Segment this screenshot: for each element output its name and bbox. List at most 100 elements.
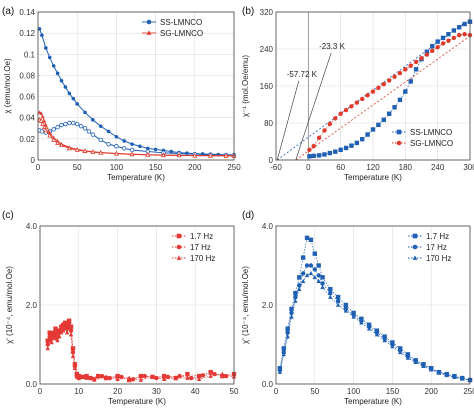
y-tick-label: 0.0 <box>262 380 274 389</box>
x-tick-label: 0 <box>36 163 41 172</box>
legend-marker <box>412 244 418 250</box>
data-point <box>460 376 465 381</box>
data-point <box>127 375 132 380</box>
data-point <box>436 370 442 375</box>
data-point <box>285 334 290 339</box>
data-point <box>44 46 48 50</box>
data-point <box>430 48 435 54</box>
data-point <box>408 63 413 68</box>
x-tick-label: 0 <box>306 163 311 172</box>
data-point <box>429 367 434 372</box>
data-point <box>63 85 68 89</box>
data-point <box>55 71 60 76</box>
data-point <box>289 314 294 319</box>
data-point <box>333 149 338 154</box>
data-point <box>115 376 120 382</box>
data-point <box>153 147 158 152</box>
data-point <box>82 126 88 131</box>
data-point <box>462 32 467 37</box>
data-point <box>304 263 310 268</box>
data-point <box>320 275 325 280</box>
annotation-pointer <box>295 52 332 161</box>
data-point <box>308 263 314 268</box>
data-point <box>67 91 72 96</box>
data-point <box>300 271 306 276</box>
data-point <box>343 107 349 113</box>
y-axis-label: χ⁻¹ (mol.Oe/emu) <box>241 55 250 118</box>
data-point <box>130 142 134 146</box>
panel-label-b: (b) <box>242 6 254 17</box>
data-point <box>451 28 457 33</box>
data-point <box>107 375 113 381</box>
data-point <box>185 375 190 380</box>
data-point <box>322 152 327 157</box>
panel-d: (d) 0 50 100 150 200 250 0.0 2.0 4.0 Temperature (… <box>241 210 474 406</box>
data-point <box>370 127 376 132</box>
data-point <box>80 374 85 380</box>
x-tick-label: 50 <box>230 387 239 396</box>
data-point <box>185 371 190 377</box>
data-point <box>327 121 333 127</box>
data-point <box>88 375 93 381</box>
plot-frame <box>275 225 471 385</box>
plot-frame <box>37 11 235 161</box>
data-point <box>382 338 387 343</box>
data-point <box>161 376 167 382</box>
data-point <box>192 152 198 158</box>
y-tick-label: 2.0 <box>26 301 38 310</box>
data-point <box>71 120 76 126</box>
y-tick-label: 80 <box>264 119 273 128</box>
panel-label-c: (c) <box>2 210 14 221</box>
series-line <box>279 272 471 381</box>
y-tick-label: 160 <box>260 82 274 91</box>
data-point <box>370 89 376 94</box>
data-point <box>47 338 52 343</box>
y-tick-label: 320 <box>260 8 274 17</box>
data-point <box>374 332 380 337</box>
data-point <box>40 33 44 38</box>
x-tick-label: 0 <box>274 387 279 396</box>
data-point <box>281 351 286 357</box>
data-point <box>39 129 45 134</box>
data-point <box>403 67 408 72</box>
x-tick-label: 180 <box>399 163 413 172</box>
data-point <box>354 100 360 105</box>
data-point <box>405 355 411 360</box>
data-point <box>320 281 325 286</box>
data-point <box>397 70 403 76</box>
annotation-pointer <box>276 80 300 161</box>
data-point <box>45 345 50 351</box>
y-tick-label: 4.0 <box>26 222 38 231</box>
data-point <box>47 130 52 134</box>
x-tick-label: 250 <box>227 163 241 172</box>
data-point <box>392 105 397 110</box>
legend-label: 170 Hz <box>190 254 215 263</box>
x-tick-label: 120 <box>366 163 380 172</box>
data-point <box>41 124 47 130</box>
x-axis-label: Temperature (K) <box>107 173 165 182</box>
data-point <box>200 373 206 378</box>
data-point <box>451 35 457 41</box>
y-axis-label: χ' (10⁻⁴, emu/mol.Oe) <box>5 266 14 344</box>
x-tick-label: 30 <box>152 387 161 396</box>
data-point <box>45 338 50 343</box>
x-tick-label: 0 <box>38 387 43 396</box>
y-tick-label: 0 <box>31 156 36 165</box>
legend-marker <box>176 233 182 239</box>
data-point <box>457 25 462 30</box>
y-tick-label: 0.12 <box>19 29 35 38</box>
data-point <box>421 363 426 368</box>
data-point <box>39 111 43 115</box>
data-point <box>343 145 349 151</box>
legend-label: SS-LMNCO <box>160 18 202 27</box>
data-point <box>354 140 360 146</box>
legend-label: 17 Hz <box>190 243 211 252</box>
data-point <box>320 284 325 289</box>
y-tick-label: 240 <box>260 45 274 54</box>
data-point <box>452 374 457 380</box>
data-point <box>70 350 76 355</box>
data-point <box>72 365 78 370</box>
x-axis-label: Temperature (K) <box>108 397 166 406</box>
data-point <box>129 147 135 153</box>
